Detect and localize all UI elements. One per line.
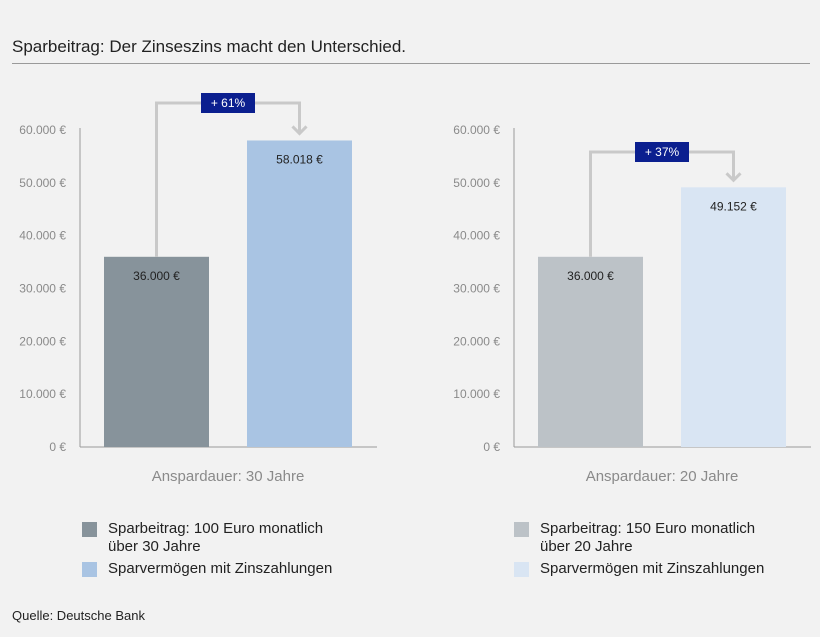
title-divider <box>12 63 810 64</box>
y-tick-label: 60.000 € <box>453 123 500 137</box>
legend-swatch <box>514 562 529 577</box>
y-tick-label: 40.000 € <box>453 229 500 243</box>
legend-right: Sparbeitrag: 150 Euro monatlich über 20 … <box>514 520 764 582</box>
increase-badge-label: + 37% <box>645 145 680 159</box>
y-tick-label: 20.000 € <box>19 334 66 348</box>
bar-value-label: 58.018 € <box>276 152 323 166</box>
increase-badge <box>201 93 255 113</box>
y-tick-label: 50.000 € <box>19 176 66 190</box>
legend-left: Sparbeitrag: 100 Euro monatlich über 30 … <box>82 520 332 582</box>
y-tick-label: 40.000 € <box>19 229 66 243</box>
source-note: Quelle: Deutsche Bank <box>12 608 145 623</box>
y-tick-label: 0 € <box>483 440 500 454</box>
bar <box>681 187 786 447</box>
bar <box>104 256 209 447</box>
bar-value-label: 36.000 € <box>133 269 180 283</box>
bar-charts: 0 € 10.000 € 20.000 € 30.000 € 40.000 € 50.00… <box>19 93 811 485</box>
legend-label-cont: über 30 Jahre <box>108 538 201 555</box>
legend-swatch <box>82 562 97 577</box>
legend-item: Sparvermögen mit Zinszahlungen <box>514 560 764 578</box>
bar <box>247 140 352 448</box>
bar <box>538 256 643 447</box>
y-tick-label: 50.000 € <box>453 176 500 190</box>
bar-value-label: 49.152 € <box>710 199 757 213</box>
y-tick-label: 10.000 € <box>19 387 66 401</box>
arrow-head <box>725 172 742 183</box>
legend-label: Sparvermögen mit Zinszahlungen <box>108 560 333 577</box>
legend-label: Sparbeitrag: 150 Euro monatlich <box>540 520 756 537</box>
x-axis-label: Anspardauer: 20 Jahre <box>586 468 739 485</box>
x-axis-label: Anspardauer: 30 Jahre <box>152 468 305 485</box>
increase-badge <box>635 142 689 162</box>
legend-label: Sparvermögen mit Zinszahlungen <box>540 560 765 577</box>
legend-item: Sparbeitrag: 100 Euro monatlich über 30 … <box>82 520 332 556</box>
legend-label-cont: über 20 Jahre <box>540 538 633 555</box>
y-tick-label: 0 € <box>49 440 66 454</box>
increase-badge-label: + 61% <box>211 96 246 110</box>
arrow-head <box>291 125 308 136</box>
y-tick-label: 30.000 € <box>19 282 66 296</box>
bar-value-label: 36.000 € <box>567 269 614 283</box>
y-tick-label: 20.000 € <box>453 334 500 348</box>
y-tick-label: 10.000 € <box>453 387 500 401</box>
y-tick-label: 30.000 € <box>453 282 500 296</box>
legend-swatch <box>82 522 97 537</box>
page-title: Sparbeitrag: Der Zinseszins macht den Un… <box>12 37 407 56</box>
legend-label: Sparbeitrag: 100 Euro monatlich <box>108 520 324 537</box>
legend-item: Sparvermögen mit Zinszahlungen <box>82 560 332 578</box>
legend-swatch <box>514 522 529 537</box>
y-tick-label: 60.000 € <box>19 123 66 137</box>
legend-item: Sparbeitrag: 150 Euro monatlich über 20 … <box>514 520 764 556</box>
